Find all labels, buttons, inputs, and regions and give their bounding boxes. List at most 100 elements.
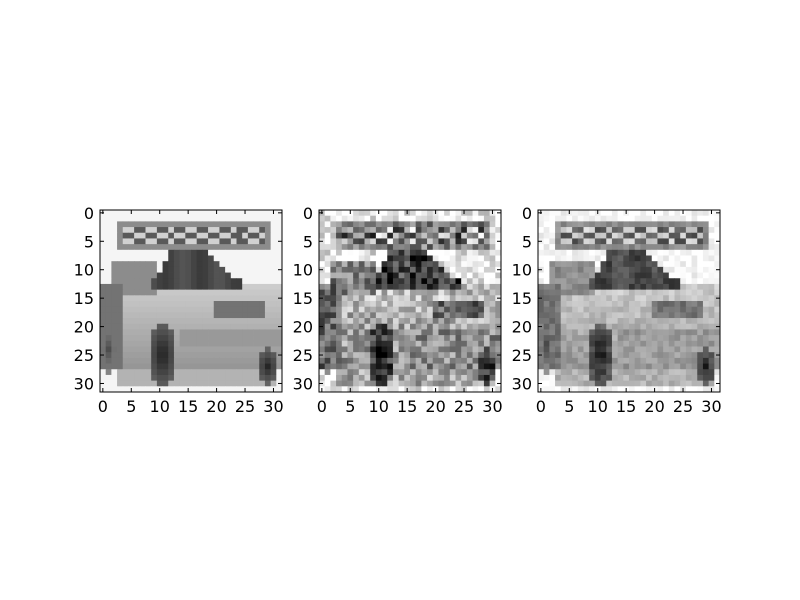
pixel [375, 312, 382, 319]
pixel [105, 232, 112, 239]
pixel [134, 335, 141, 342]
pixel [438, 255, 445, 262]
pixel [336, 244, 343, 251]
pixel [555, 278, 562, 285]
pixel [185, 232, 192, 239]
pixel [398, 238, 405, 245]
pixel [162, 380, 169, 387]
pixel [646, 266, 653, 273]
pixel [134, 266, 141, 273]
pixel [151, 255, 158, 262]
pixel [560, 266, 567, 273]
pixel [128, 312, 135, 319]
pixel [336, 301, 343, 308]
pixel [634, 335, 641, 342]
pixel [381, 261, 388, 268]
pixel [364, 295, 371, 302]
pixel [708, 346, 715, 353]
pixel [242, 238, 249, 245]
pixel [657, 363, 664, 370]
pixel [139, 272, 146, 279]
pixel [714, 318, 721, 325]
pixel [392, 357, 400, 364]
pixel [191, 255, 198, 262]
pixel [145, 227, 152, 234]
pixel [353, 374, 360, 382]
pixel [242, 363, 249, 370]
pixel [122, 318, 129, 325]
pixel [483, 221, 491, 228]
pixel [270, 295, 277, 302]
pixel [623, 329, 630, 336]
pixel [714, 363, 721, 370]
pixel [173, 318, 181, 325]
pixel [168, 306, 175, 313]
pixel [404, 340, 411, 347]
pixel [555, 374, 562, 382]
pixel [230, 289, 237, 296]
pixel [594, 346, 601, 353]
pixel [421, 210, 428, 217]
pixel [347, 312, 354, 319]
pixel [145, 340, 152, 347]
pixel [674, 301, 681, 308]
pixel [606, 335, 613, 342]
pixel [392, 249, 400, 256]
pixel [134, 255, 141, 262]
pixel [478, 357, 485, 364]
pixel [455, 357, 462, 364]
pixel [483, 210, 491, 217]
pixel [572, 374, 579, 382]
pixel [139, 255, 146, 262]
pixel [324, 312, 331, 319]
pixel [191, 335, 198, 342]
pixel [432, 374, 439, 382]
pixel [276, 369, 283, 376]
pixel [336, 357, 343, 364]
pixel [410, 335, 417, 342]
pixel [640, 295, 647, 302]
pixel [191, 238, 198, 245]
pixel [646, 232, 653, 239]
pixel [122, 357, 129, 364]
pixel [611, 363, 619, 370]
pixel [404, 312, 411, 319]
pixel [347, 363, 354, 370]
pixel [438, 232, 445, 239]
pixel [611, 352, 619, 359]
pixel [432, 335, 439, 342]
pixel [483, 283, 491, 291]
pixel [702, 215, 710, 222]
pixel [324, 232, 331, 239]
pixel [128, 301, 135, 308]
pixel [461, 340, 468, 347]
pixel [495, 357, 502, 364]
pixel [646, 210, 653, 217]
pixel [242, 323, 249, 330]
pixel [697, 346, 704, 353]
pixel [100, 335, 107, 342]
pixel [381, 238, 388, 245]
pixel [111, 380, 118, 387]
pixel [555, 301, 562, 308]
pixel [583, 323, 590, 330]
pixel [583, 227, 590, 234]
pixel [455, 289, 462, 296]
pixel [421, 261, 428, 268]
y-tick-label: 0 [522, 204, 532, 223]
pixel [117, 272, 124, 279]
pixel [478, 335, 485, 342]
pixel [364, 289, 371, 296]
pixel [685, 238, 692, 245]
pixel [421, 340, 428, 347]
pixel [472, 380, 479, 387]
pixel [697, 369, 704, 376]
pixel [128, 249, 135, 256]
pixel [375, 249, 382, 256]
pixel [398, 363, 405, 370]
pixel [364, 238, 371, 245]
pixel [549, 249, 556, 256]
pixel [225, 255, 232, 262]
pixel [134, 329, 141, 336]
pixel [691, 329, 698, 336]
